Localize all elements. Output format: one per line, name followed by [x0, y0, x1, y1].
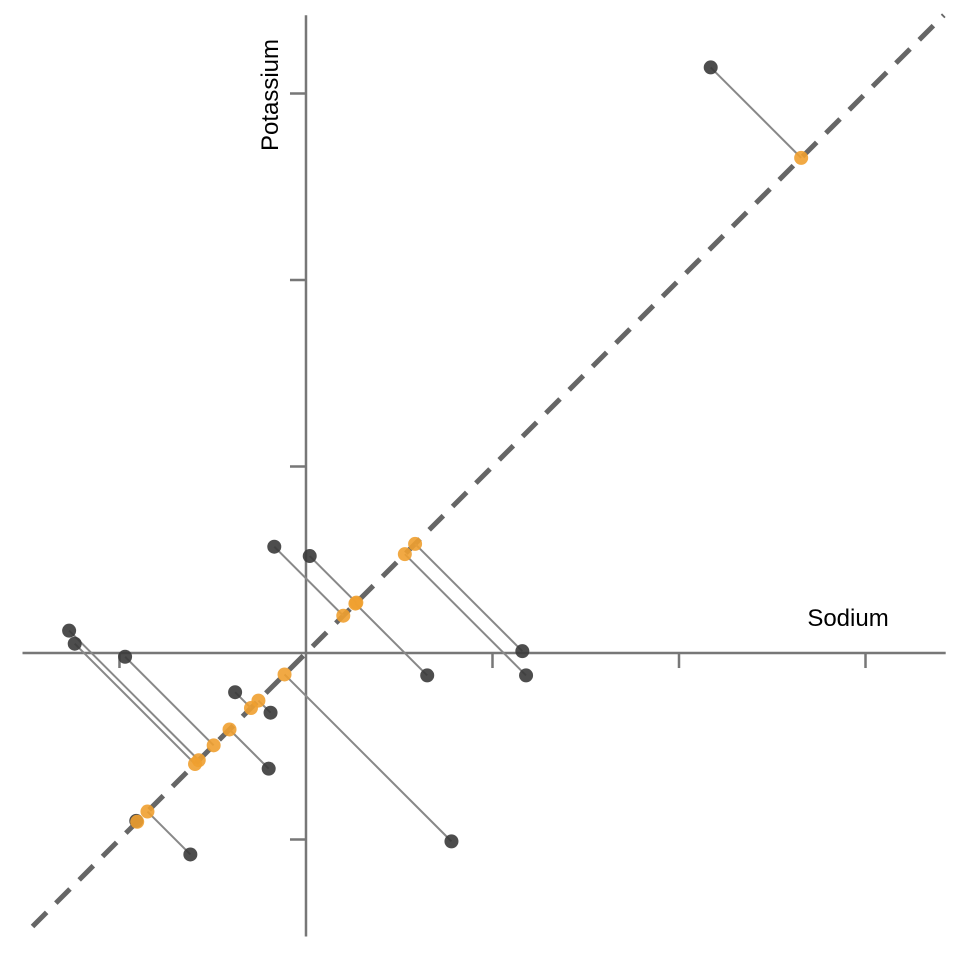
projection-line [146, 810, 192, 856]
projection-line [273, 546, 344, 617]
point [261, 761, 276, 776]
point [228, 685, 243, 700]
projection-line [404, 553, 527, 677]
point [118, 649, 133, 664]
projection-line [124, 656, 215, 747]
point [397, 547, 412, 562]
point [251, 693, 266, 708]
y-axis-label: Potassium [257, 39, 284, 151]
point [420, 668, 435, 683]
point [515, 644, 530, 659]
projection-line [309, 555, 358, 604]
projection-line [709, 66, 802, 159]
projection-line [414, 543, 524, 652]
point [267, 539, 282, 554]
projection-line [74, 642, 196, 765]
point [67, 636, 82, 651]
point [183, 847, 198, 862]
identity-line [30, 13, 946, 929]
point [130, 814, 145, 829]
point [444, 834, 459, 849]
point [408, 536, 423, 551]
point [519, 668, 534, 683]
point [302, 549, 317, 564]
point [188, 756, 203, 771]
point [206, 738, 221, 753]
point [336, 608, 351, 623]
x-axis-label: Sodium [807, 605, 888, 632]
point [62, 623, 77, 638]
point [703, 60, 718, 75]
point [277, 667, 292, 682]
projection-line [283, 673, 453, 843]
projection-line [228, 728, 270, 770]
point [794, 150, 809, 165]
point [348, 596, 363, 611]
point [222, 722, 237, 737]
projection-line [68, 629, 200, 761]
point [140, 804, 155, 819]
projection-line [354, 602, 428, 677]
point [263, 705, 278, 720]
